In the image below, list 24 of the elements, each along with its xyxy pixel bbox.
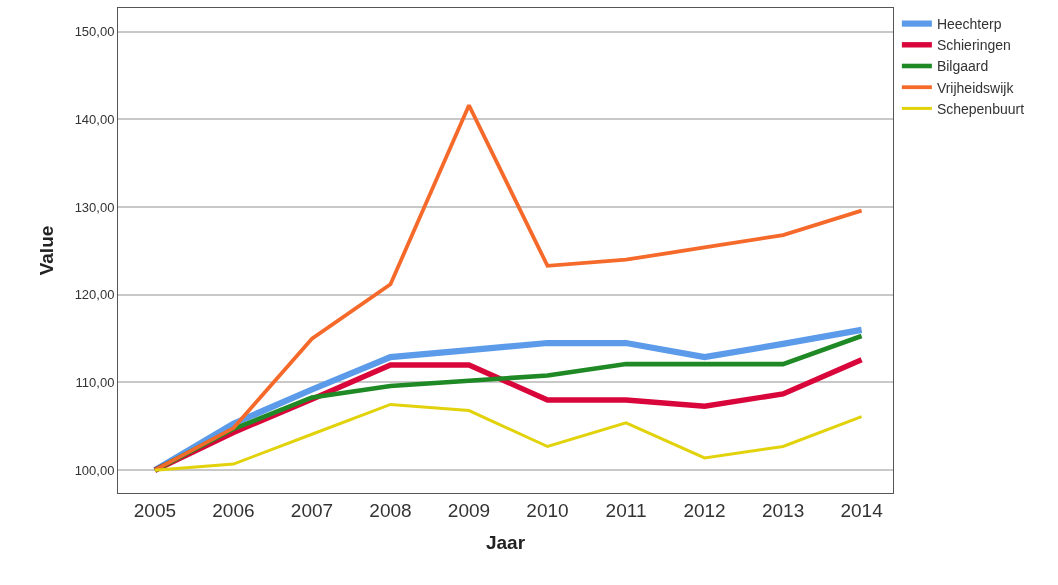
x-tick-label: 2007 bbox=[290, 499, 334, 521]
x-tick-label: 2012 bbox=[683, 499, 726, 521]
legend-label: Schieringen bbox=[936, 37, 1011, 54]
x-tick-label: 2005 bbox=[133, 499, 177, 521]
legend-label: Heechterp bbox=[936, 16, 1002, 33]
y-tick-label: 100,00 bbox=[74, 462, 115, 478]
x-tick-label: 2006 bbox=[212, 499, 255, 521]
line-series bbox=[153, 402, 864, 472]
x-axis-title: Jaar bbox=[485, 531, 526, 553]
x-tick-label: 2013 bbox=[761, 499, 805, 521]
y-tick-label: 130,00 bbox=[74, 199, 115, 215]
x-tick-label: 2014 bbox=[840, 499, 884, 521]
y-tick-label: 150,00 bbox=[74, 24, 115, 40]
y-tick-label: 140,00 bbox=[74, 111, 115, 127]
x-tick-label: 2011 bbox=[605, 499, 647, 521]
x-tick-label: 2008 bbox=[369, 499, 412, 521]
x-tick-label: 2009 bbox=[447, 499, 491, 521]
y-tick-label: 110,00 bbox=[75, 375, 115, 391]
x-tick-label: 2010 bbox=[526, 499, 569, 521]
legend-label: Bilgaard bbox=[936, 58, 989, 75]
y-tick-label: 120,00 bbox=[74, 287, 115, 303]
y-axis-title: Value bbox=[36, 225, 58, 276]
legend-label: Vrijheidswijk bbox=[936, 79, 1015, 96]
legend-label: Schepenbuurt bbox=[936, 100, 1025, 117]
